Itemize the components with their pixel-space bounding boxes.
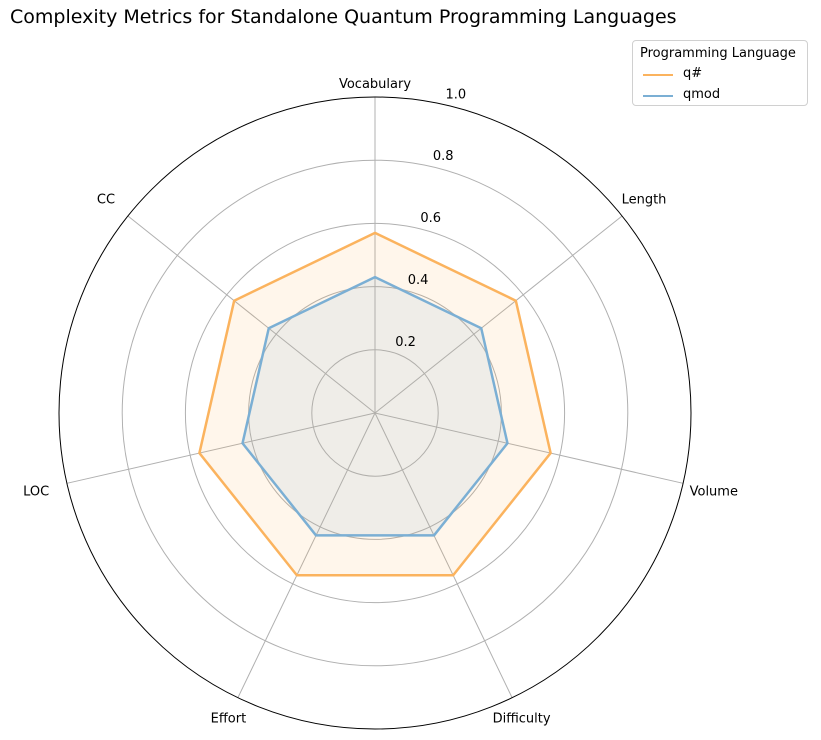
series-line-q-sharp (198, 231, 552, 577)
axis-label-volume: Volume (690, 484, 738, 499)
spoke-difficulty (374, 412, 513, 698)
axis-label-length: Length (622, 193, 667, 208)
legend-item-q-sharp: q# (643, 66, 803, 84)
legend-label-q-sharp: q# (683, 66, 703, 81)
spoke-volume (374, 412, 684, 484)
legend-swatch-q-sharp (643, 74, 673, 76)
legend: Programming Language q# qmod (632, 40, 808, 106)
radial-tick-label: 0.4 (408, 273, 429, 288)
legend-title: Programming Language (640, 46, 796, 61)
axis-label-effort: Effort (211, 711, 247, 726)
radial-tick-label: 0.8 (433, 149, 454, 164)
series-layer (198, 231, 552, 577)
legend-label-qmod: qmod (683, 87, 721, 102)
chart-title: Complexity Metrics for Standalone Quantu… (10, 6, 677, 28)
spoke-loc (66, 412, 376, 484)
axis-label-difficulty: Difficulty (493, 711, 551, 726)
series-fill-qmod (242, 277, 508, 536)
grid-layer (58, 96, 692, 730)
spoke-length (374, 215, 623, 414)
axis-label-loc: LOC (23, 484, 49, 499)
series-line-qmod (241, 275, 509, 537)
outer-frame (58, 96, 692, 730)
axis-label-vocabulary: Vocabulary (339, 77, 411, 92)
radial-tick-label: 1.0 (445, 87, 466, 102)
radial-tick-label: 0.2 (395, 335, 416, 350)
axis-label-cc: CC (97, 193, 115, 208)
label-layer: 0.2 0.4 0.6 0.8 1.0 Vocabulary Length Volume Dif… (23, 77, 738, 726)
radial-tick-label: 0.6 (420, 211, 441, 226)
legend-item-qmod: qmod (643, 87, 803, 105)
legend-swatch-qmod (643, 95, 673, 97)
spoke-cc (127, 215, 376, 414)
spoke-effort (237, 412, 376, 698)
